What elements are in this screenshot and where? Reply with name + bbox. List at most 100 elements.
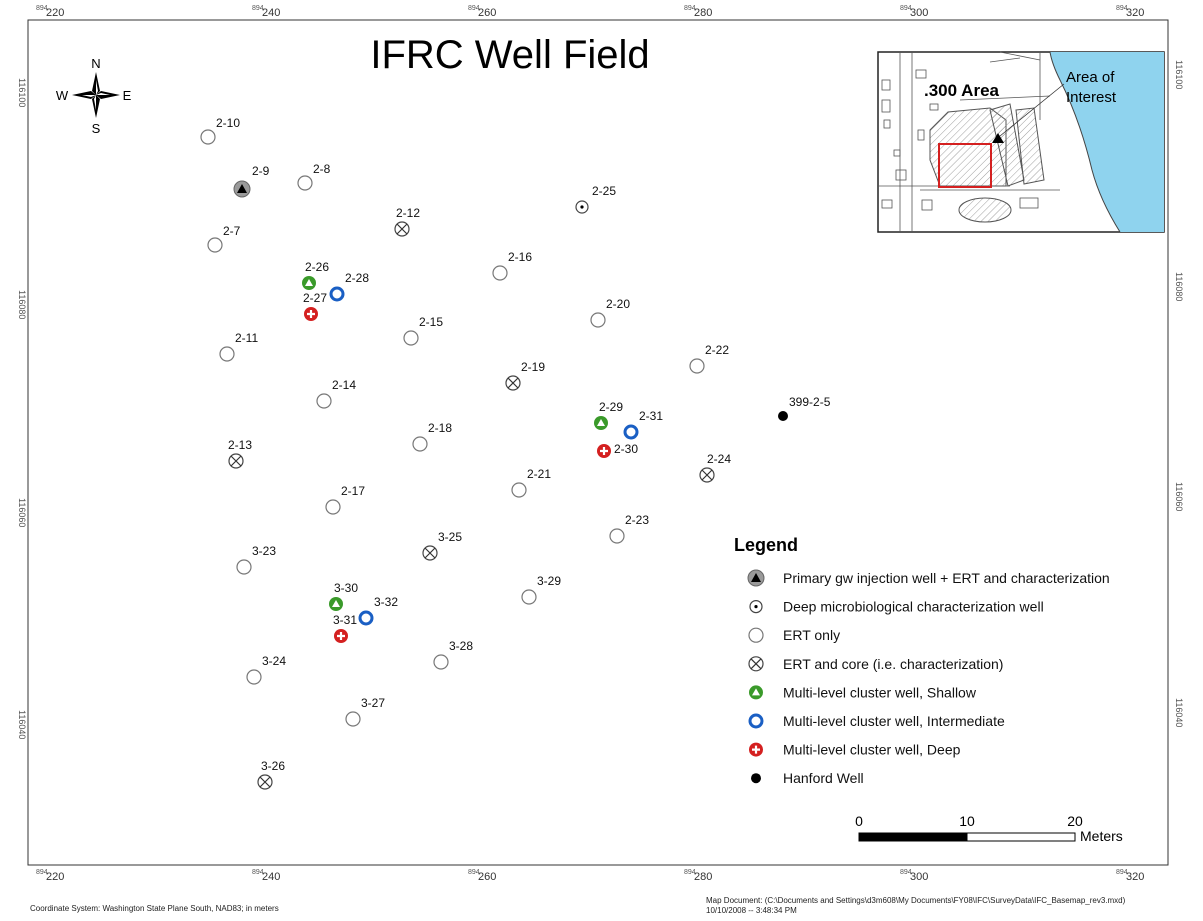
well-label: 3-28 [449,639,473,653]
well-label: 2-14 [332,378,356,392]
svg-text:220: 220 [46,7,64,19]
well-label: 2-25 [592,184,616,198]
well-label: 2-8 [313,162,331,176]
well-symbol-deep-icon [334,629,348,643]
legend-item-deep: Multi-level cluster well, Deep [749,742,961,758]
scale-label-10: 10 [959,813,975,829]
well-2-8: 2-8 [297,162,331,191]
compass-w: W [56,88,69,103]
well-label: 2-22 [705,343,729,357]
legend-item-core: ERT and core (i.e. characterization) [748,656,1003,672]
map-timestamp: 10/10/2008 -- 3:48:34 PM [706,906,797,915]
well-label: 3-27 [361,696,385,710]
well-label: 2-23 [625,513,649,527]
compass-s: S [92,121,101,136]
svg-text:894: 894 [252,869,264,876]
well-symbol-core-icon [505,375,521,391]
well-label: 2-27 [303,291,327,305]
right-tick: 116080 [1174,272,1184,301]
buildings [881,69,1039,211]
well-label: 2-21 [527,467,551,481]
well-label: 2-12 [396,206,420,220]
well-label: 3-24 [262,654,286,668]
well-2-24: 2-24 [699,452,731,483]
well-2-19: 2-19 [505,360,545,391]
map-title: IFRC Well Field [370,33,649,77]
well-symbol-intermediate-icon [623,424,639,440]
well-3-26: 3-26 [257,759,285,790]
north-arrow-icon: N S E W [56,56,132,136]
legend-item-hanford: Hanford Well [751,770,864,786]
well-2-28: 2-28 [329,271,369,302]
well-label: 3-23 [252,544,276,558]
well-2-21: 2-21 [511,467,551,498]
legend-item-deep-micro: Deep microbiological characterization we… [749,599,1044,615]
svg-text:260: 260 [478,7,496,19]
inset-area-label: .300 Area [924,81,1000,100]
well-3-30: 3-30 [329,581,358,611]
legend-item-label: Multi-level cluster well, Intermediate [783,713,1005,729]
legend-core-icon [748,656,764,672]
waste-areas [929,103,1045,223]
well-symbol-core-icon [257,774,273,790]
well-symbol-ert-icon [521,589,537,605]
legend: Legend Primary gw injection well + ERT a… [734,535,1110,786]
svg-text:894: 894 [468,5,480,12]
legend-deep-icon [749,742,763,757]
well-label: 2-19 [521,360,545,374]
well-3-32: 3-32 [358,595,398,626]
well-label: 2-26 [305,260,329,274]
well-label: 2-10 [216,116,240,130]
well-symbol-deep-micro-icon [575,200,589,214]
svg-text:320: 320 [1126,871,1144,883]
svg-text:240: 240 [262,7,280,19]
svg-text:894: 894 [1116,5,1128,12]
legend-item-label: ERT and core (i.e. characterization) [783,656,1003,672]
left-tick: 116060 [17,498,27,527]
legend-title: Legend [734,535,798,555]
svg-text:894: 894 [36,869,48,876]
svg-text:894: 894 [900,869,912,876]
left-tick: 116100 [17,78,27,107]
well-symbol-shallow-icon [594,416,608,430]
well-symbol-deep-icon [304,307,318,321]
well-2-11: 2-11 [219,331,258,362]
wells-layer: 2-10 2-9 2-8 2-7 2-12 2-25 2-26 2-28 2-27 2-16 2-2… [200,116,831,790]
well-label: 399-2-5 [789,395,831,409]
legend-intermediate-icon [748,713,764,729]
well-label: 3-30 [334,581,358,595]
inset-well-icon [992,133,1004,143]
legend-item-label: Multi-level cluster well, Deep [783,742,961,758]
legend-ert-icon [748,627,764,643]
well-2-29: 2-29 [594,400,623,430]
inset-map: .300 Area Area of Interest [877,51,1165,233]
well-label: 2-11 [235,331,258,345]
river-water [1050,52,1164,232]
legend-item-shallow: Multi-level cluster well, Shallow [749,684,977,700]
well-symbol-ert-icon [207,237,223,253]
well-symbol-core-icon [422,545,438,561]
well-3-29: 3-29 [521,574,561,605]
well-label: 3-31 [333,613,357,627]
legend-item-label: Multi-level cluster well, Shallow [783,684,977,700]
compass-n: N [91,56,100,71]
inset-study-area-box [938,143,992,188]
right-tick: 116060 [1174,482,1184,511]
well-3-31: 3-31 [333,613,357,643]
well-3-28: 3-28 [433,639,473,670]
inset-interest-label-1: Area of [1066,69,1115,86]
well-label: 2-15 [419,315,443,329]
well-symbol-shallow-icon [302,276,316,290]
well-label: 2-28 [345,271,369,285]
inset-interest-label-2: Interest [1066,89,1117,106]
legend-item-label: ERT only [783,627,840,643]
well-label: 2-7 [223,224,241,238]
